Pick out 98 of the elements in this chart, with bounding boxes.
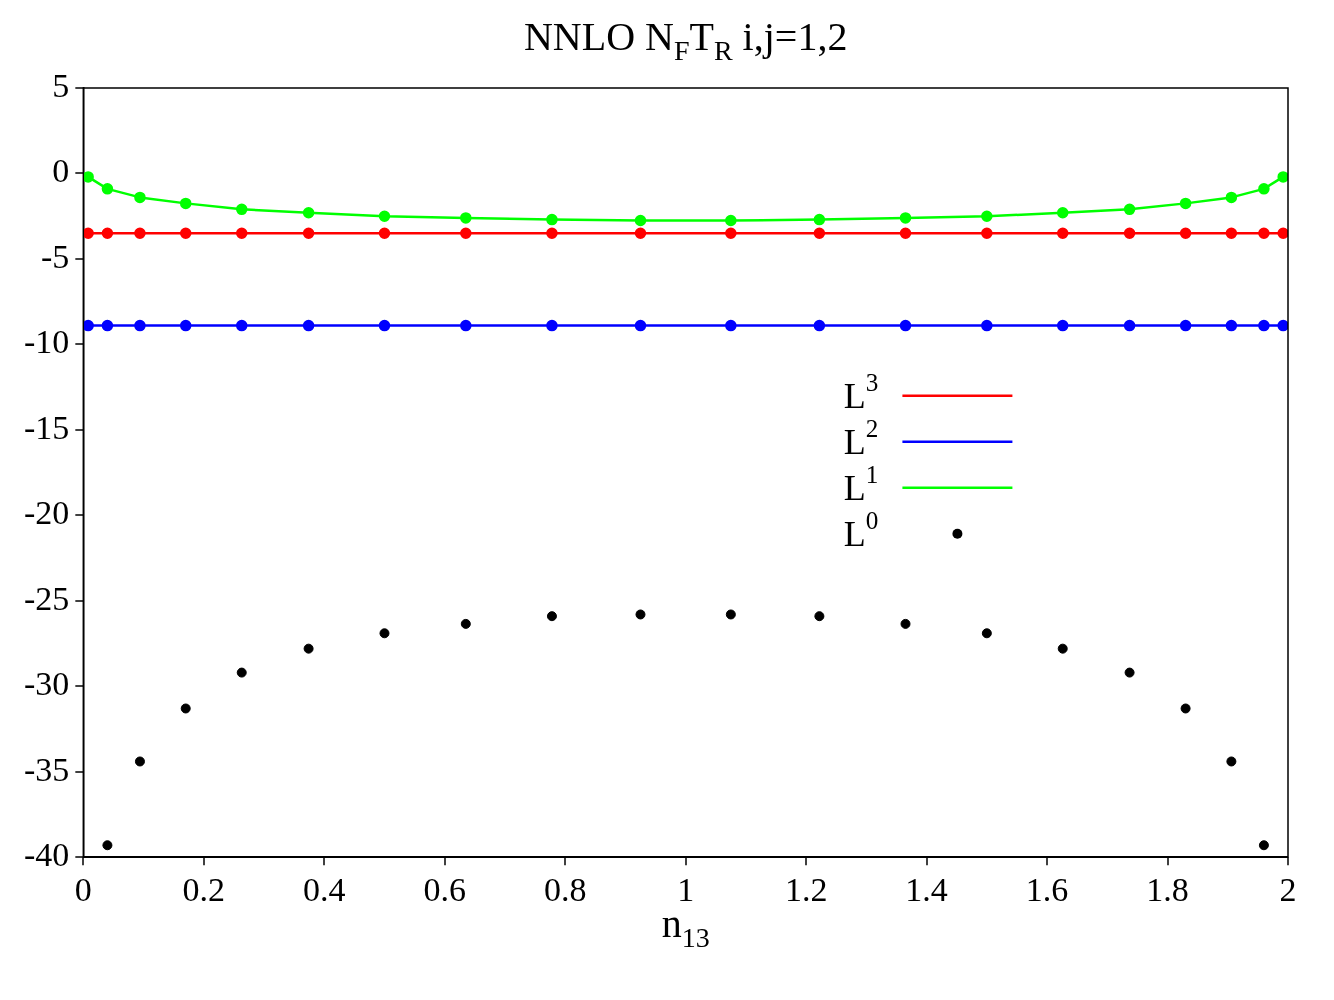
y-tick-label: -25 — [23, 579, 70, 617]
point — [102, 840, 113, 851]
point — [546, 213, 558, 226]
point — [1124, 667, 1135, 678]
point — [101, 183, 114, 195]
point — [813, 213, 826, 226]
y-tick-label: 5 — [52, 66, 70, 104]
point — [302, 227, 315, 240]
point — [634, 319, 647, 332]
x-tick-label: 1.8 — [1146, 870, 1189, 908]
point — [1179, 227, 1192, 240]
y-tick-label: -15 — [23, 408, 70, 446]
point — [378, 227, 391, 240]
x-tick-label: 0.6 — [423, 870, 466, 908]
point — [1277, 319, 1288, 332]
x-tick-label: 2 — [1279, 870, 1297, 908]
point — [899, 319, 912, 332]
point — [899, 212, 912, 224]
point — [236, 667, 247, 678]
point — [302, 319, 315, 332]
point — [83, 227, 94, 240]
point — [101, 319, 114, 332]
point — [725, 227, 737, 240]
point — [635, 609, 646, 620]
point — [303, 643, 314, 654]
point — [634, 227, 647, 240]
y-tick-label: -10 — [23, 323, 70, 361]
point — [460, 212, 472, 224]
point — [1123, 203, 1136, 216]
point — [725, 319, 737, 332]
y-tick-label: -5 — [40, 237, 70, 275]
point — [1179, 197, 1192, 210]
point — [1258, 840, 1269, 851]
point — [1277, 227, 1288, 240]
x-tick-label: 0.4 — [303, 870, 346, 908]
point — [900, 618, 911, 629]
point — [899, 227, 912, 240]
point — [134, 319, 146, 332]
point — [83, 319, 94, 332]
y-tick-label: -30 — [23, 665, 70, 703]
point — [546, 611, 557, 622]
point — [83, 171, 94, 183]
point — [460, 227, 472, 240]
point — [546, 227, 558, 240]
y-tick-label: -40 — [23, 836, 70, 874]
point — [813, 227, 826, 240]
point — [179, 197, 192, 210]
point — [1225, 191, 1238, 204]
x-tick-label: 0.2 — [182, 870, 226, 908]
point — [1056, 207, 1069, 219]
point — [134, 191, 146, 204]
point — [981, 319, 993, 332]
point — [813, 319, 826, 332]
point — [546, 319, 558, 332]
point — [814, 611, 825, 622]
point — [302, 207, 315, 219]
y-tick-label: -35 — [23, 750, 70, 788]
y-tick-label: 0 — [52, 152, 70, 190]
point — [1123, 319, 1136, 332]
point — [460, 618, 471, 629]
point — [981, 227, 993, 240]
x-tick-label: 1 — [677, 870, 695, 908]
point — [1057, 643, 1068, 654]
point — [179, 227, 192, 240]
x-tick-label: 1.4 — [905, 870, 948, 908]
point — [725, 609, 736, 620]
point — [235, 203, 248, 216]
point — [1258, 227, 1270, 240]
point — [379, 628, 390, 639]
y-tick-label: -20 — [23, 494, 70, 532]
point — [1056, 227, 1069, 240]
point — [1258, 319, 1270, 332]
x-tick-label: 1.6 — [1025, 870, 1069, 908]
point — [460, 319, 472, 332]
point — [180, 703, 191, 714]
point — [1179, 319, 1192, 332]
point — [981, 210, 993, 222]
point — [235, 319, 248, 332]
point — [1225, 319, 1238, 332]
point — [134, 756, 145, 767]
point — [1180, 703, 1191, 714]
point — [378, 210, 391, 222]
point — [1123, 227, 1136, 240]
point — [134, 227, 146, 240]
point — [378, 319, 391, 332]
point — [1226, 756, 1237, 767]
x-tick-label: 0.8 — [543, 870, 587, 908]
x-tick-label: 1.2 — [784, 870, 828, 908]
point — [725, 214, 737, 227]
point — [981, 628, 992, 639]
point — [1225, 227, 1238, 240]
point — [1258, 183, 1270, 195]
point — [1056, 319, 1069, 332]
point — [179, 319, 192, 332]
point — [634, 214, 647, 227]
point — [1277, 171, 1288, 183]
point — [101, 227, 114, 240]
point — [235, 227, 248, 240]
